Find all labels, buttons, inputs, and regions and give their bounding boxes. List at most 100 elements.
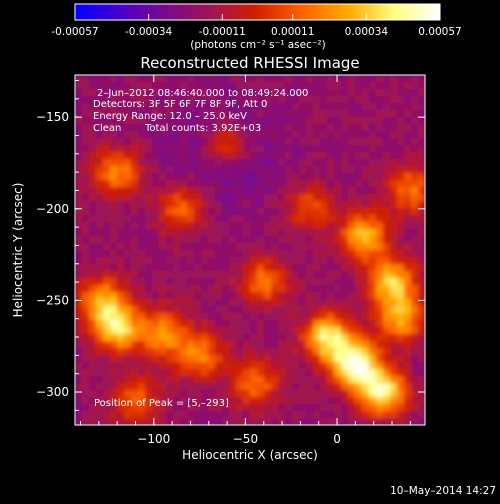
- intensity-cell: [334, 376, 342, 384]
- intensity-cell: [187, 327, 195, 335]
- intensity-cell: [362, 250, 370, 258]
- intensity-cell: [194, 145, 202, 153]
- intensity-cell: [75, 264, 83, 272]
- intensity-cell: [271, 404, 279, 412]
- intensity-cell: [285, 96, 293, 104]
- intensity-cell: [278, 194, 286, 202]
- intensity-cell: [369, 75, 377, 83]
- intensity-cell: [152, 124, 160, 132]
- intensity-cell: [397, 159, 405, 167]
- intensity-cell: [390, 278, 398, 286]
- intensity-cell: [390, 131, 398, 139]
- intensity-cell: [201, 320, 209, 328]
- intensity-cell: [411, 89, 419, 97]
- intensity-cell: [229, 117, 237, 125]
- intensity-cell: [397, 250, 405, 258]
- intensity-cell: [145, 404, 153, 412]
- intensity-cell: [264, 271, 272, 279]
- intensity-cell: [208, 313, 216, 321]
- intensity-cell: [145, 117, 153, 125]
- intensity-cell: [299, 257, 307, 265]
- intensity-cell: [411, 278, 419, 286]
- colorbar-tick-label: -0.00057: [51, 26, 98, 38]
- intensity-cell: [397, 348, 405, 356]
- intensity-cell: [236, 418, 244, 425]
- intensity-cell: [229, 327, 237, 335]
- intensity-cell: [355, 229, 363, 237]
- intensity-cell: [236, 236, 244, 244]
- intensity-cell: [397, 103, 405, 111]
- intensity-cell: [341, 117, 349, 125]
- intensity-cell: [138, 418, 146, 425]
- intensity-cell: [166, 411, 174, 419]
- intensity-cell: [341, 124, 349, 132]
- intensity-cell: [75, 222, 83, 230]
- intensity-cell: [271, 187, 279, 195]
- intensity-cell: [215, 376, 223, 384]
- intensity-cell: [173, 166, 181, 174]
- intensity-cell: [299, 250, 307, 258]
- intensity-cell: [264, 334, 272, 342]
- intensity-cell: [306, 376, 314, 384]
- intensity-cell: [236, 145, 244, 153]
- intensity-cell: [236, 257, 244, 265]
- intensity-cell: [250, 89, 258, 97]
- intensity-cell: [278, 264, 286, 272]
- intensity-cell: [124, 376, 132, 384]
- intensity-cell: [327, 173, 335, 181]
- intensity-cell: [152, 341, 160, 349]
- intensity-cell: [250, 194, 258, 202]
- intensity-cell: [355, 131, 363, 139]
- intensity-cell: [383, 418, 391, 425]
- intensity-cell: [166, 418, 174, 425]
- intensity-cell: [390, 82, 398, 90]
- intensity-cell: [229, 257, 237, 265]
- intensity-cell: [96, 201, 104, 209]
- intensity-cell: [117, 411, 125, 419]
- intensity-cell: [362, 124, 370, 132]
- intensity-cell: [187, 411, 195, 419]
- intensity-cell: [397, 222, 405, 230]
- intensity-cell: [334, 341, 342, 349]
- intensity-cell: [124, 404, 132, 412]
- intensity-cell: [96, 418, 104, 425]
- intensity-cell: [215, 257, 223, 265]
- intensity-cell: [257, 124, 265, 132]
- intensity-cell: [390, 271, 398, 279]
- intensity-cell: [82, 327, 90, 335]
- annotation-counts: Total counts: 3.92E+03: [144, 123, 261, 134]
- intensity-cell: [257, 320, 265, 328]
- intensity-cell: [369, 194, 377, 202]
- intensity-cell: [327, 369, 335, 377]
- intensity-cell: [257, 355, 265, 363]
- intensity-cell: [236, 180, 244, 188]
- intensity-cell: [145, 320, 153, 328]
- intensity-cell: [257, 362, 265, 370]
- intensity-cell: [96, 383, 104, 391]
- intensity-cell: [257, 145, 265, 153]
- intensity-cell: [152, 103, 160, 111]
- intensity-cell: [299, 334, 307, 342]
- intensity-cell: [250, 131, 258, 139]
- intensity-cell: [138, 110, 146, 118]
- intensity-cell: [236, 159, 244, 167]
- intensity-cell: [194, 411, 202, 419]
- intensity-cell: [320, 117, 328, 125]
- intensity-cell: [264, 152, 272, 160]
- intensity-cell: [236, 82, 244, 90]
- intensity-cell: [313, 89, 321, 97]
- intensity-cell: [208, 250, 216, 258]
- intensity-cell: [152, 327, 160, 335]
- intensity-cell: [152, 411, 160, 419]
- intensity-cell: [145, 138, 153, 146]
- intensity-cell: [75, 334, 83, 342]
- intensity-cell: [173, 159, 181, 167]
- intensity-cell: [152, 194, 160, 202]
- intensity-cell: [355, 418, 363, 425]
- intensity-cell: [397, 383, 405, 391]
- intensity-cell: [173, 152, 181, 160]
- intensity-cell: [222, 117, 230, 125]
- intensity-cell: [411, 236, 419, 244]
- intensity-cell: [411, 320, 419, 328]
- intensity-cell: [159, 369, 167, 377]
